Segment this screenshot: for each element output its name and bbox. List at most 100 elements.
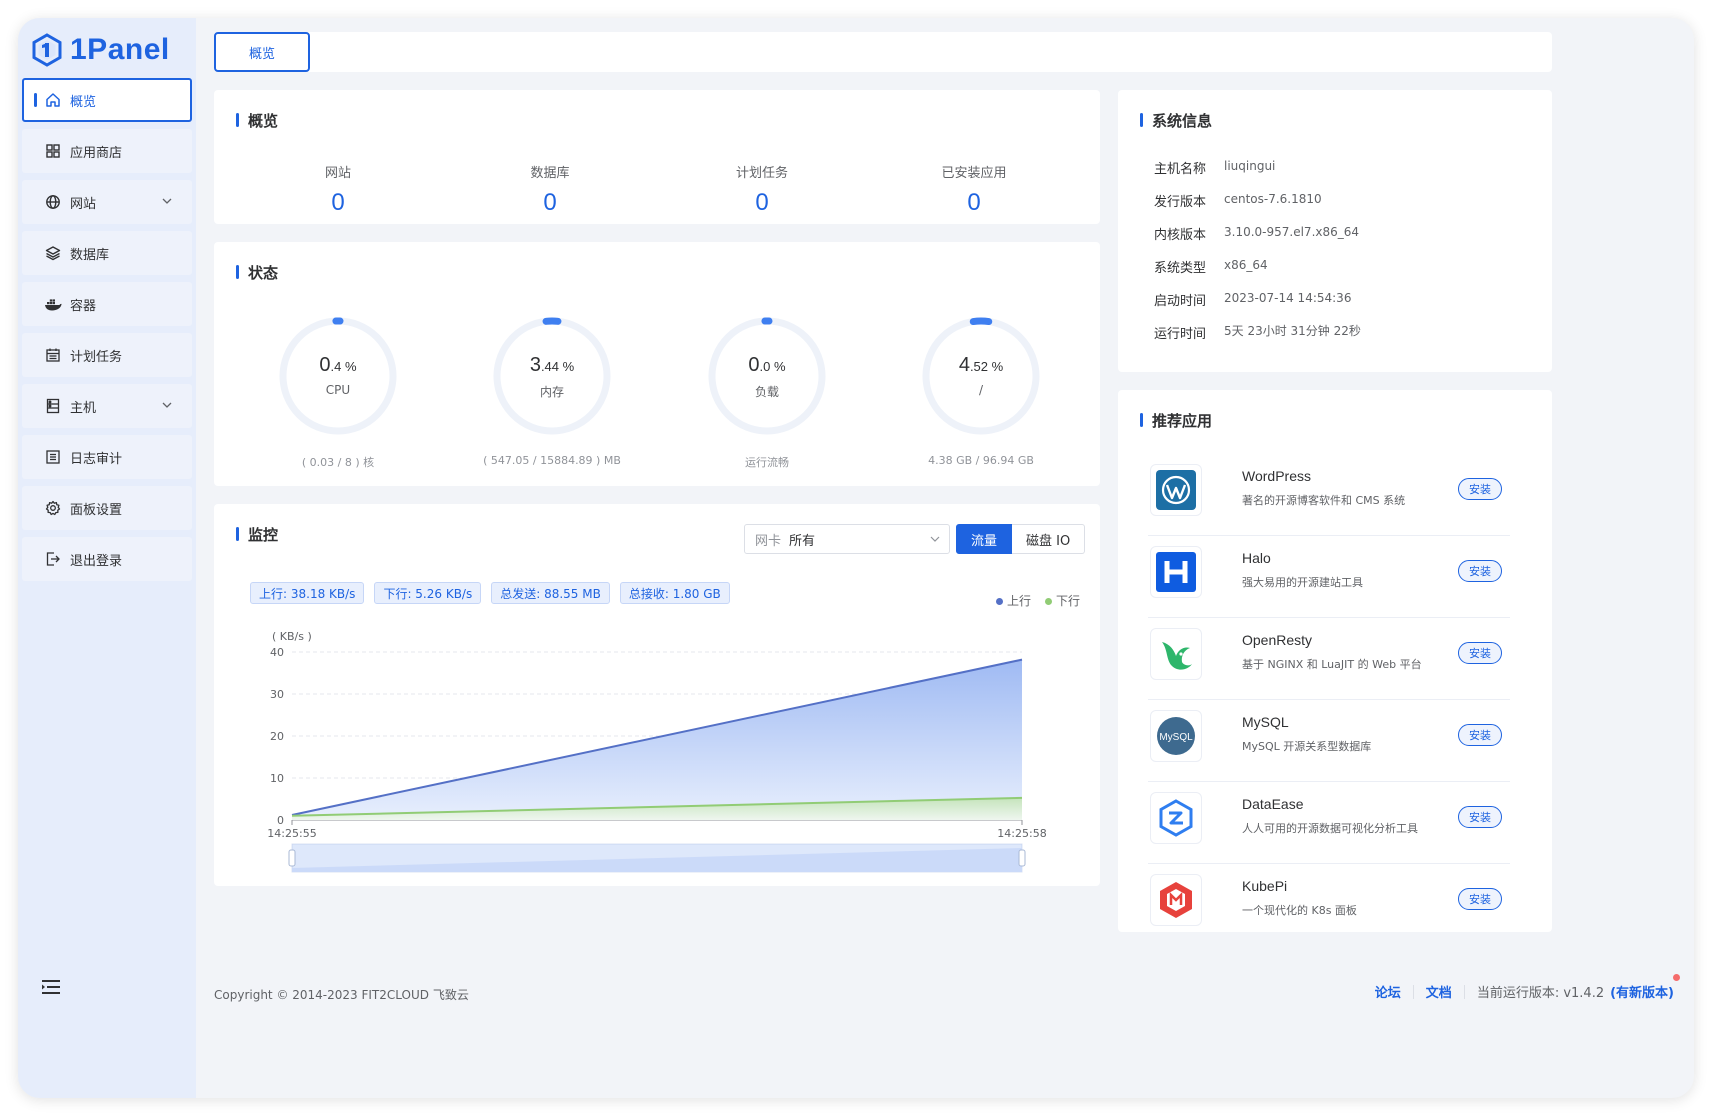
gauge-arc bbox=[279, 317, 397, 435]
install-button[interactable]: 安装 bbox=[1458, 478, 1502, 500]
legend-dot-down bbox=[1044, 598, 1052, 605]
sidebar-menu: 概览 应用商店 网站 数据库 bbox=[22, 78, 192, 588]
monitor-type-switch: 流量 磁盘 IO bbox=[956, 524, 1086, 554]
gauge-value: 0.0 % bbox=[657, 354, 877, 377]
app-name: OpenResty bbox=[1242, 632, 1313, 648]
app-item-wordpress: WordPress 著名的开源博客软件和 CMS 系统 安装 bbox=[1148, 454, 1510, 536]
info-hostname: 主机名称 liuqingui bbox=[1154, 158, 1275, 177]
layers-icon bbox=[44, 244, 62, 262]
y-tick-label: 0 bbox=[277, 814, 284, 827]
gauge-footnote: ( 547.05 / 15884.89 ) MB bbox=[483, 454, 621, 467]
sidebar-item-log-audit[interactable]: 日志审计 bbox=[22, 435, 192, 479]
sysinfo-card: 系统信息 主机名称 liuqingui 发行版本 centos-7.6.1810 内… bbox=[1118, 90, 1552, 372]
stat-label: 已安装应用 bbox=[941, 166, 1007, 181]
chip-up-rate: 上行: 38.18 KB/s bbox=[250, 582, 365, 604]
app-name: MySQL bbox=[1242, 714, 1289, 730]
forum-link[interactable]: 论坛 bbox=[1374, 986, 1401, 1001]
status-card: 状态 0.4 % CPU( 0.03 / 8 ) 核 3.44 % 内存( 547.… bbox=[214, 242, 1100, 486]
sidebar-item-label: 容器 bbox=[70, 298, 97, 314]
stat-value: 0 bbox=[967, 189, 981, 216]
app-desc: MySQL 开源关系型数据库 bbox=[1242, 740, 1372, 753]
gauge-ring bbox=[493, 317, 611, 435]
docs-link[interactable]: 文档 bbox=[1425, 986, 1452, 1001]
stat-website[interactable]: 网站 0 bbox=[238, 162, 438, 217]
install-button[interactable]: 安装 bbox=[1458, 888, 1502, 910]
info-value: 2023-07-14 14:54:36 bbox=[1224, 291, 1352, 305]
gauge-value-dec: .44 % bbox=[540, 359, 575, 374]
nic-select[interactable]: 网卡 所有 bbox=[744, 524, 950, 554]
y-tick-label: 20 bbox=[270, 730, 284, 743]
series-area-down bbox=[292, 797, 1022, 820]
disk-io-button[interactable]: 磁盘 IO bbox=[1012, 524, 1086, 554]
chevron-down-icon bbox=[930, 536, 940, 542]
menu-collapse-icon[interactable] bbox=[40, 976, 62, 998]
app-item-openresty: OpenResty 基于 NGINX 和 LuaJIT 的 Web 平台 安装 bbox=[1148, 618, 1510, 700]
install-button[interactable]: 安装 bbox=[1458, 560, 1502, 582]
app-desc: 一个现代化的 K8s 面板 bbox=[1242, 904, 1357, 917]
gauge-footnote: 4.38 GB / 96.94 GB bbox=[928, 454, 1034, 467]
openresty-icon bbox=[1150, 628, 1202, 680]
datazoom-handle-right bbox=[1018, 849, 1026, 867]
gauge-disk: 4.52 % / 4.38 GB / 96.94 GB bbox=[871, 314, 1091, 467]
info-uptime: 运行时间 5天 23小时 31分钟 22秒 bbox=[1154, 323, 1361, 342]
datazoom-preview bbox=[292, 848, 1022, 872]
sysinfo-title: 系统信息 bbox=[1140, 110, 1212, 131]
legend-down[interactable]: 下行 bbox=[1044, 592, 1080, 609]
gauge-value-int: 0 bbox=[319, 354, 331, 376]
stat-cron[interactable]: 计划任务 0 bbox=[662, 162, 862, 217]
logo[interactable]: 1Panel bbox=[30, 30, 170, 70]
info-key: 主机名称 bbox=[1154, 162, 1207, 177]
new-version-link[interactable]: (有新版本) bbox=[1610, 986, 1674, 1001]
grid-icon bbox=[44, 142, 62, 160]
tab-overview[interactable]: 概览 bbox=[214, 32, 310, 72]
chip-down-rate: 下行: 5.26 KB/s bbox=[374, 582, 482, 604]
sidebar-item-website[interactable]: 网站 bbox=[22, 180, 192, 224]
gauge-label: 负载 bbox=[754, 385, 779, 399]
logo-icon bbox=[32, 33, 62, 67]
app-desc: 基于 NGINX 和 LuaJIT 的 Web 平台 bbox=[1242, 658, 1422, 671]
stat-label: 数据库 bbox=[530, 166, 570, 181]
wordpress-icon bbox=[1150, 464, 1202, 516]
sidebar-item-panel-settings[interactable]: 面板设置 bbox=[22, 486, 192, 530]
app-item-halo: Halo 强大易用的开源建站工具 安装 bbox=[1148, 536, 1510, 618]
info-kernel: 内核版本 3.10.0-957.el7.x86_64 bbox=[1154, 224, 1359, 243]
sidebar-item-database[interactable]: 数据库 bbox=[22, 231, 192, 275]
gauge-load: 0.0 % 负载 运行流畅 bbox=[657, 314, 877, 470]
y-tick-label: 30 bbox=[270, 688, 284, 701]
sidebar-item-cron[interactable]: 计划任务 bbox=[22, 333, 192, 377]
y-tick-label: 10 bbox=[270, 772, 284, 785]
legend-up-label: 上行 bbox=[1006, 594, 1031, 608]
x-tick-label: 14:25:55 bbox=[267, 827, 316, 840]
sidebar-item-container[interactable]: 容器 bbox=[22, 282, 192, 326]
legend-dot-up bbox=[995, 598, 1003, 605]
gauge-arc bbox=[708, 317, 826, 435]
stat-installed-apps[interactable]: 已安装应用 0 bbox=[874, 162, 1074, 217]
traffic-chips: 上行: 38.18 KB/s 下行: 5.26 KB/s 总发送: 88.55 … bbox=[250, 582, 730, 604]
legend-up[interactable]: 上行 bbox=[995, 592, 1031, 609]
stat-value: 0 bbox=[755, 189, 769, 216]
sidebar-item-label: 面板设置 bbox=[70, 502, 123, 518]
gauge-label: 内存 bbox=[539, 385, 564, 399]
status-title: 状态 bbox=[236, 262, 278, 283]
app-item-kubepi: KubePi 一个现代化的 K8s 面板 安装 bbox=[1148, 864, 1510, 932]
app-window: 1Panel 概览 应用商店 网站 bbox=[18, 18, 1694, 1098]
install-button[interactable]: 安装 bbox=[1458, 724, 1502, 746]
sidebar-item-overview[interactable]: 概览 bbox=[22, 78, 192, 122]
sidebar: 1Panel 概览 应用商店 网站 bbox=[18, 18, 196, 1098]
app-name: WordPress bbox=[1242, 468, 1311, 484]
sidebar-item-host[interactable]: 主机 bbox=[22, 384, 192, 428]
gauge-value-int: 3 bbox=[529, 354, 541, 376]
nic-select-prefix: 网卡 bbox=[755, 533, 782, 549]
gauge-ring bbox=[708, 317, 826, 435]
traffic-button[interactable]: 流量 bbox=[956, 524, 1013, 554]
install-button[interactable]: 安装 bbox=[1458, 642, 1502, 664]
sidebar-item-logout[interactable]: 退出登录 bbox=[22, 537, 192, 581]
install-button[interactable]: 安装 bbox=[1458, 806, 1502, 828]
stat-database[interactable]: 数据库 0 bbox=[450, 162, 650, 217]
copyright: Copyright © 2014-2023 FIT2CLOUD 飞致云 bbox=[214, 988, 469, 1002]
divider bbox=[1463, 984, 1465, 999]
sidebar-item-app-store[interactable]: 应用商店 bbox=[22, 129, 192, 173]
app-name: KubePi bbox=[1242, 878, 1288, 894]
chart-legend: 上行 下行 bbox=[995, 592, 1080, 609]
app-desc: 著名的开源博客软件和 CMS 系统 bbox=[1242, 494, 1406, 507]
